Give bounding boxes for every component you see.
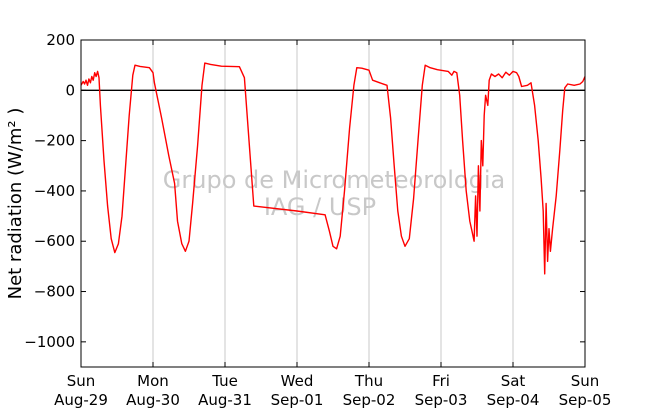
vertical-grid — [152, 40, 514, 367]
y-tick-label: −400 — [34, 182, 75, 200]
x-tick-date: Aug-29 — [54, 391, 108, 409]
watermark-line-2: IAG / USP — [264, 193, 376, 221]
plot-frame — [80, 39, 586, 368]
y-axis-ticks: 200 0 −200 −400 −600 −800 −1000 — [24, 31, 585, 351]
x-tick-date: Sep-05 — [559, 391, 612, 409]
y-tick-label: −1000 — [24, 333, 75, 351]
y-tick-label: 200 — [46, 31, 75, 49]
x-tick-date: Sep-03 — [415, 391, 468, 409]
x-tick-date: Aug-31 — [198, 391, 252, 409]
y-tick-label: −800 — [34, 283, 75, 301]
y-tick-label: −600 — [34, 232, 75, 250]
x-tick-date: Sep-04 — [487, 391, 540, 409]
series-layer — [80, 62, 586, 275]
series-line — [80, 62, 586, 275]
x-tick-date: Sep-01 — [271, 391, 324, 409]
x-tick-day: Mon — [137, 372, 169, 390]
x-tick-day: Sat — [501, 372, 526, 390]
watermark-line-1: Grupo de Micrometeorologia — [163, 166, 505, 194]
x-tick-date: Sep-02 — [343, 391, 396, 409]
watermark: Grupo de Micrometeorologia IAG / USP — [163, 166, 505, 221]
x-tick-date: Aug-30 — [126, 391, 180, 409]
x-tick-day: Sun — [571, 372, 600, 390]
y-tick-label: −200 — [34, 132, 75, 150]
x-tick-day: Fri — [432, 372, 450, 390]
y-tick-label: 0 — [65, 81, 75, 99]
x-tick-day: Wed — [281, 372, 314, 390]
x-axis-ticks: SunAug-29MonAug-30TueAug-31WedSep-01ThuS… — [54, 40, 611, 409]
x-tick-day: Thu — [354, 372, 383, 390]
x-tick-day: Tue — [211, 372, 238, 390]
y-axis-label: Net radiation (W/m² ) — [5, 108, 26, 300]
x-tick-day: Sun — [67, 372, 96, 390]
